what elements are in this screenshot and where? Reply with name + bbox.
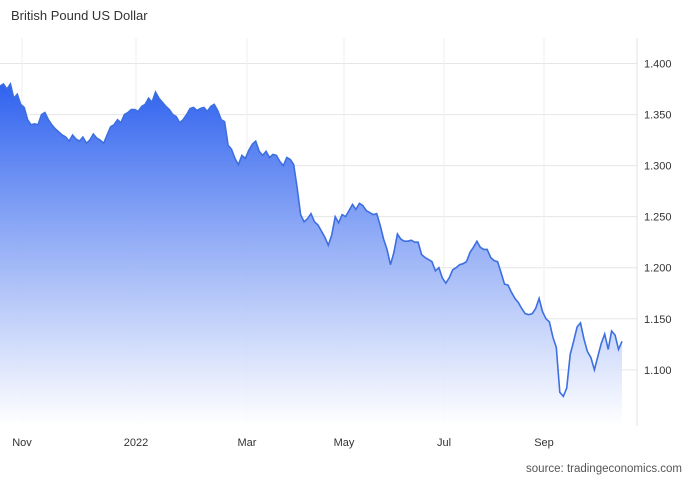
series-line xyxy=(0,81,623,398)
x-tick-label: 2022 xyxy=(124,437,148,449)
x-tick-label: May xyxy=(334,437,355,449)
source-note: source: tradingeconomics.com xyxy=(526,463,682,475)
x-tick-label: Sep xyxy=(534,437,554,449)
y-tick-label: 1.200 xyxy=(644,263,672,275)
y-tick-label: 1.250 xyxy=(644,212,672,224)
y-tick-label: 1.300 xyxy=(644,161,672,173)
x-axis: Nov 2022 Mar May Jul Sep xyxy=(12,437,554,449)
y-axis: 1.400 1.350 1.300 1.250 1.200 1.150 1.100 xyxy=(644,59,672,377)
x-tick-label: Mar xyxy=(238,437,257,449)
series-area xyxy=(0,83,622,427)
chart-title: British Pound US Dollar xyxy=(11,8,148,23)
x-tick-label: Nov xyxy=(12,437,32,449)
y-tick-label: 1.100 xyxy=(644,365,672,377)
y-tick-label: 1.150 xyxy=(644,314,672,326)
y-tick-label: 1.350 xyxy=(644,110,672,122)
x-tick-label: Jul xyxy=(437,437,451,449)
y-tick-label: 1.400 xyxy=(644,59,672,71)
